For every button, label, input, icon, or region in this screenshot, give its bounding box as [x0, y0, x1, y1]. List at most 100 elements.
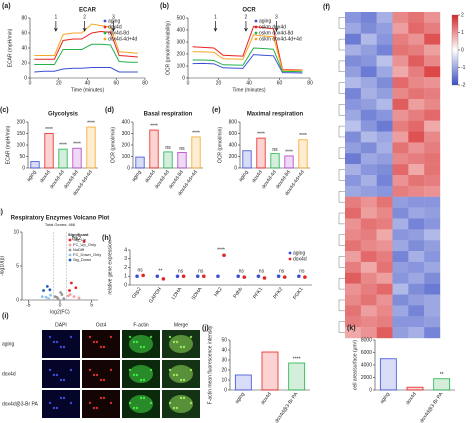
x-tick-label: 40	[85, 80, 91, 86]
bar	[406, 386, 424, 391]
heat-cell	[345, 305, 362, 317]
heat-cell	[424, 12, 441, 24]
heat-cell	[424, 142, 441, 154]
column-label: F-actin	[133, 322, 149, 328]
significance-label: ns	[279, 269, 285, 275]
significance-label: ns	[178, 269, 184, 275]
row-label: aging	[2, 341, 14, 347]
heat-cell	[376, 229, 393, 241]
x-tick-label: dox4d	[260, 391, 273, 406]
heat-cell	[376, 283, 393, 295]
y-axis-label: F-actin mean fluorescence intensity	[207, 325, 213, 404]
heat-cell	[392, 98, 409, 110]
heat-cell	[424, 66, 441, 78]
legend-swatch	[103, 19, 107, 23]
cell-blob	[129, 335, 153, 353]
heat-cell	[360, 316, 377, 328]
x-tick-label: PGK1	[292, 286, 305, 301]
bar	[261, 351, 279, 391]
point	[56, 297, 60, 301]
bar	[149, 129, 159, 169]
x-tick-label: Pdhb	[232, 286, 244, 299]
y-axis-label: OCR (pmol/min)	[217, 127, 223, 163]
heat-cell	[424, 185, 441, 197]
heat-cell	[424, 98, 441, 110]
legend-swatch	[103, 37, 107, 41]
heat-cell	[424, 240, 441, 252]
heat-cell	[424, 229, 441, 241]
nucleus	[109, 368, 113, 372]
nucleus	[69, 335, 73, 339]
row-label: dox4d	[2, 371, 16, 377]
heat-cell	[408, 120, 425, 132]
heat-cell	[360, 240, 377, 252]
y-axis-label: OCR (pmol/min)	[110, 127, 116, 163]
dot	[297, 274, 301, 279]
panel-label: (g)	[0, 209, 3, 216]
nucleus	[189, 368, 193, 372]
legend-label: aging	[259, 18, 271, 24]
heat-cell	[376, 175, 393, 187]
heat-cell	[360, 77, 377, 89]
x-tick-label: -5	[26, 302, 31, 308]
line	[192, 47, 303, 73]
significance-label: ****	[293, 356, 301, 362]
bar	[30, 161, 40, 169]
heat-cell	[345, 22, 362, 34]
nucleus	[168, 335, 172, 339]
heat-cell	[408, 131, 425, 143]
nucleus	[102, 396, 106, 400]
legend-label: dox4d	[108, 24, 122, 30]
heat-cell	[392, 316, 409, 328]
y-tick-label: 0	[22, 165, 25, 171]
heat-cell	[392, 272, 409, 284]
panel-label: (e)	[212, 107, 221, 114]
y-tick-label: 20	[221, 367, 227, 373]
color-tick-label: -1	[461, 65, 466, 71]
nucleus	[59, 345, 63, 349]
dot	[155, 274, 160, 279]
panel-label: (b)	[160, 3, 169, 10]
nucleus	[128, 401, 132, 405]
y-tick-label: 200	[177, 51, 186, 57]
dendrogram	[338, 17, 345, 29]
nucleus	[175, 340, 179, 344]
row-label: dox4d@3-Br PA	[2, 401, 38, 407]
legend-label: Sig_Up	[73, 237, 87, 242]
heat-cell	[376, 272, 393, 284]
significance-label: ns	[259, 269, 265, 275]
nucleus	[175, 406, 179, 410]
heat-cell	[345, 66, 362, 78]
heat-cell	[345, 33, 362, 45]
significance-label: ns	[165, 145, 171, 151]
x-axis-label: log2(FC)	[50, 309, 70, 315]
heat-cell	[376, 185, 393, 197]
heat-cell	[360, 327, 377, 339]
nucleus	[59, 396, 63, 400]
nucleus	[149, 335, 153, 339]
y-tick-label: 4000	[361, 362, 372, 368]
y-tick-label: 2	[124, 265, 127, 271]
point	[60, 293, 64, 296]
arrow	[111, 21, 116, 32]
nucleus	[128, 335, 132, 339]
heat-cell	[345, 294, 362, 306]
micrograph	[42, 330, 80, 358]
legend-swatch	[288, 251, 292, 255]
bar	[44, 133, 54, 169]
heat-cell	[376, 22, 393, 34]
dendrogram	[338, 299, 345, 312]
heat-cell	[392, 142, 409, 154]
nucleus	[52, 340, 56, 344]
nucleus	[128, 368, 132, 372]
point	[66, 294, 70, 298]
heat-cell	[392, 283, 409, 295]
nucleus	[102, 378, 106, 382]
cell-blob	[169, 365, 193, 383]
nucleus	[95, 340, 99, 344]
nucleus	[88, 401, 92, 405]
legend-swatch	[68, 258, 72, 262]
y-tick-label: 0	[24, 75, 27, 81]
nucleus	[95, 373, 99, 377]
significance-label: **	[440, 372, 444, 378]
